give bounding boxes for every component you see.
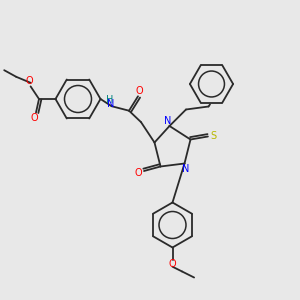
Text: H: H [106,94,113,105]
Text: O: O [135,167,142,178]
Text: O: O [136,86,143,96]
Text: O: O [25,76,33,86]
Text: N: N [182,164,190,174]
Text: O: O [31,113,38,123]
Text: N: N [107,99,115,109]
Text: N: N [164,116,172,126]
Text: O: O [169,259,176,269]
Text: S: S [210,130,216,141]
